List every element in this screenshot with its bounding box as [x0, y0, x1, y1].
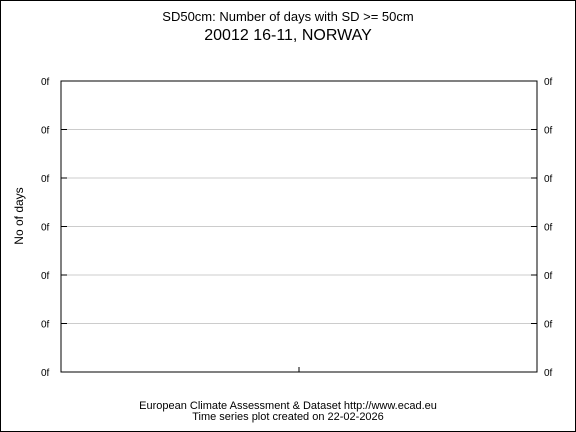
y-tick-label-right: 0f: [544, 320, 553, 331]
y-tick-label-left: 0f: [41, 77, 50, 88]
footer-created: Time series plot created on 22-02-2026: [192, 411, 384, 423]
y-tick-label-right: 0f: [544, 368, 553, 379]
y-tick-label-left: 0f: [41, 174, 50, 185]
axis-ticks: [61, 80, 537, 373]
y-tick-label-right: 0f: [544, 174, 553, 185]
y-tick-label-left: 0f: [41, 223, 50, 234]
gridlines: [61, 129, 537, 324]
footer-source: European Climate Assessment & Dataset ht…: [139, 400, 437, 412]
y-tick-label-right: 0f: [544, 126, 553, 137]
y-tick-label-right: 0f: [544, 271, 553, 282]
y-tick-label-left: 0f: [41, 368, 50, 379]
y-tick-label-right: 0f: [544, 77, 553, 88]
y-tick-label-left: 0f: [41, 320, 50, 331]
y-tick-label-left: 0f: [41, 126, 50, 137]
chart-subtitle: 20012 16-11, NORWAY: [204, 27, 372, 44]
chart-title: SD50cm: Number of days with SD >= 50cm: [162, 9, 414, 24]
y-tick-label-right: 0f: [544, 223, 553, 234]
y-tick-labels-left: 0f 0f 0f 0f 0f 0f 0f: [41, 77, 50, 379]
y-tick-label-left: 0f: [41, 271, 50, 282]
y-tick-labels-right: 0f 0f 0f 0f 0f 0f 0f: [544, 77, 553, 379]
